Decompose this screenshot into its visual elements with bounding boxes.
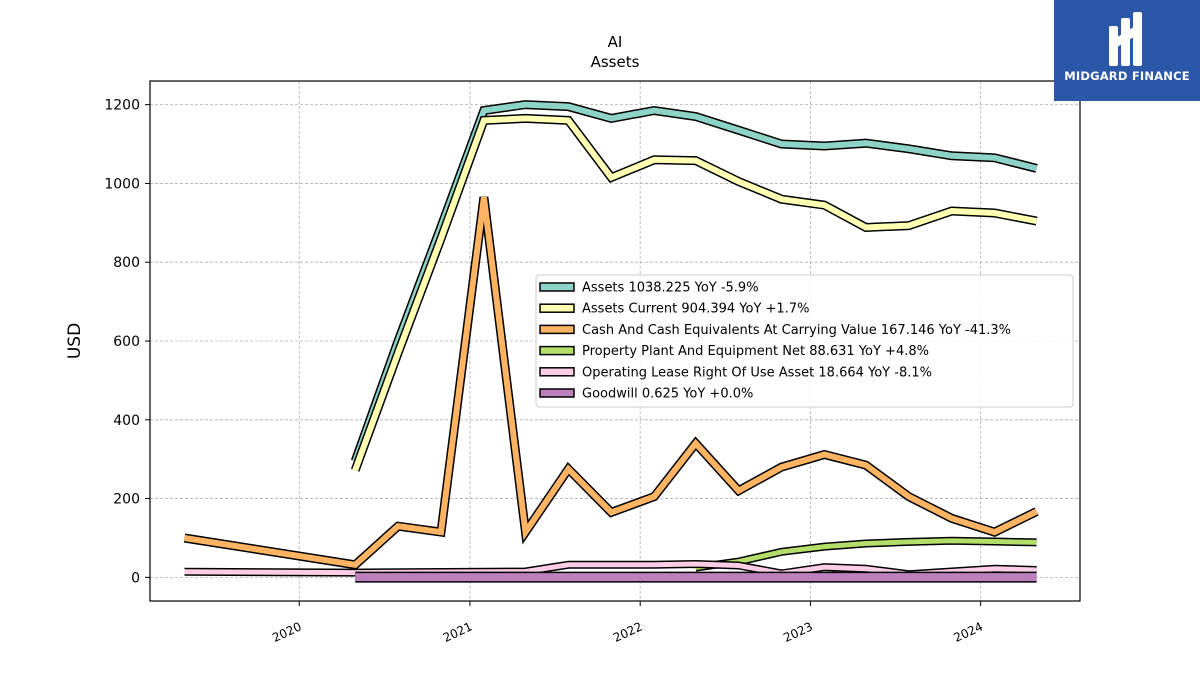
x-tick-label: 2024 [952,619,986,645]
chart-subtitle: Assets [591,53,640,71]
legend-entry: Operating Lease Right Of Use Asset 18.66… [582,365,932,380]
legend-swatch [539,367,575,377]
x-tick-label: 2023 [781,619,815,645]
x-tick-label: 2022 [611,619,645,645]
series-line [352,115,1038,472]
legend-entry: Assets 1038.225 YoY -5.9% [582,281,759,296]
brand-logo: MIDGARD FINANCE [1054,0,1200,101]
y-tick-label: 0 [131,570,140,586]
brand-name: MIDGARD FINANCE [1064,69,1190,83]
x-tick-label: 2020 [270,619,304,645]
series-1 [350,113,1038,472]
legend-entry: Cash And Cash Equivalents At Carrying Va… [582,323,1011,338]
legend-swatch [539,324,575,335]
y-axis-label: USD [65,323,85,359]
legend-entry: Assets Current 904.394 YoY +1.7% [582,302,809,317]
chart-title: AI [608,33,623,51]
series-line [184,196,1038,568]
y-tick-label: 600 [113,334,140,350]
legend-swatch [539,282,575,292]
legend-entry: Property Plant And Equipment Net 88.631 … [582,344,929,359]
y-tick-label: 1000 [104,176,140,192]
legend-swatch [539,303,575,313]
legend-swatch [539,388,575,398]
x-tick-label: 2021 [441,619,475,645]
y-tick-label: 200 [113,492,140,508]
legend-swatch [539,345,575,356]
y-tick-label: 1200 [104,98,140,114]
legend-entry: Goodwill 0.625 YoY +0.0% [582,387,753,402]
series-2 [183,196,1039,570]
brand-mark-icon [1109,12,1142,66]
series-3 [695,536,1037,572]
series-line [695,538,1037,570]
y-tick-label: 400 [113,413,140,429]
y-tick-label: 800 [113,255,140,271]
legend: Assets 1038.225 YoY -5.9% Assets Current … [535,274,1074,408]
legend-box [535,274,1074,408]
series-layer [183,100,1039,583]
